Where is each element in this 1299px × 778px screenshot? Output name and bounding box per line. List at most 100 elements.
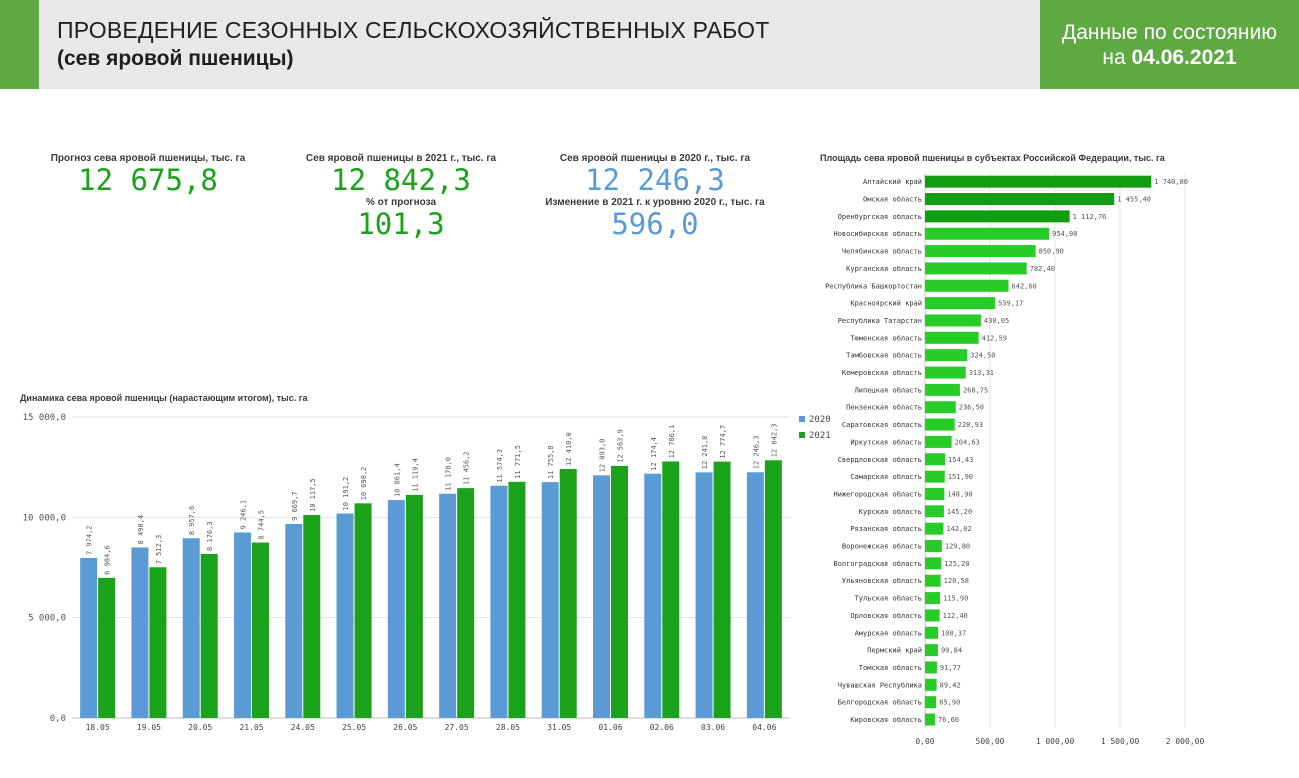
x-tick-label: 25.05 [342,723,366,732]
x-tick-label: 31.05 [547,723,571,732]
bar-2021 [611,465,628,718]
dynamics-chart: 0,0 5 000,0 10 000,0 15 000,0 7 974,2 6 984,6… [23,413,831,732]
x-tick-label: 24.05 [291,723,315,732]
bar-2021 [149,567,167,718]
region-bar [925,175,1152,188]
page-subtitle: (сев яровой пшеницы) [57,47,294,70]
region-label: Липецкая область [855,386,922,394]
date-prefix: на [1102,46,1132,69]
x-tick-label: 2 000,00 [1166,737,1205,746]
data-label-2020: 12 246,3 [752,436,760,470]
region-label: Амурская область [855,629,922,637]
x-tick-label: 1 500,00 [1101,737,1140,746]
region-value-label: 1 112,76 [1073,213,1107,221]
region-bar [925,245,1036,258]
region-label: Тульская область [855,595,922,603]
region-label: Орловская область [850,612,922,620]
data-label-2021: 12 842,3 [770,424,778,458]
y-tick-label: 0,0 [50,714,66,724]
region-label: Республика Башкортостан [825,282,922,290]
region-bar [925,279,1009,292]
region-value-label: 120,58 [944,577,969,585]
page-title: ПРОВЕДЕНИЕ СЕЗОННЫХ СЕЛЬСКОХОЗЯЙСТВЕННЫХ… [57,17,770,43]
bar-2021 [559,468,577,718]
kpi-change-label: Изменение в 2021 г. к уровню 2020 г., ты… [545,197,765,208]
region-label: Омская область [863,196,922,204]
data-label-2021: 6 984,6 [104,545,112,575]
x-tick-label: 21.05 [239,723,263,732]
x-tick-label: 0,00 [915,737,934,746]
bar-2020 [131,547,149,718]
data-label-2020: 12 241,8 [701,436,709,470]
region-bar [925,193,1115,206]
data-label-2020: 7 974,2 [86,525,94,555]
data-label-2020: 11 755,8 [547,445,555,479]
region-label: Красноярский край [850,300,922,308]
y-tick-label: 15 000,0 [23,413,66,423]
kpi-sown-2020: Сев яровой пшеницы в 2020 г., тыс. га 12… [540,153,770,196]
kpi-forecast-label: Прогноз сева яровой пшеницы, тыс. га [50,153,246,164]
region-value-label: 145,20 [947,508,972,516]
region-bar [925,661,937,674]
data-label-2021: 8 176,3 [206,521,214,551]
bar-2020 [439,493,457,718]
bar-2021 [457,488,475,718]
region-value-label: 412,59 [982,334,1007,342]
region-value-label: 1 740,80 [1154,178,1188,186]
region-value-label: 89,42 [940,681,961,689]
region-label: Белгородская область [838,699,922,707]
bar-2020 [746,472,764,718]
region-bar [925,435,952,448]
region-value-label: 430,05 [984,317,1009,325]
region-bar [925,383,960,396]
region-bar [925,314,981,327]
region-value-label: 112,40 [943,612,968,620]
region-bar [925,401,956,414]
bar-2021 [252,542,269,718]
data-label-2021: 7 512,3 [155,535,163,565]
date-label: Данные по состоянию [1061,21,1277,44]
region-label: Иркутская область [850,438,922,446]
x-tick-label: 02.06 [650,723,674,732]
data-label-2021: 11 456,2 [463,451,471,485]
region-bar [925,592,941,605]
region-bar [925,487,945,500]
region-value-label: 313,31 [969,369,994,377]
region-label: Пензенская область [846,404,922,412]
region-label: Тюменская область [850,334,922,342]
region-bar [925,227,1050,240]
bar-2020 [490,485,508,718]
region-bar [925,366,966,379]
region-label: Нижегородская область [833,490,922,498]
regions-chart: 0,00 500,00 1 000,00 1 500,00 2 000,00 Алтайс… [825,173,1205,746]
kpi-forecast-value: 12 675,8 [78,163,218,197]
header-accent-bar [0,0,39,89]
bar-2020 [387,500,405,718]
data-label-2021: 10 698,2 [360,467,368,501]
region-label: Челябинская область [842,248,922,256]
region-bar [925,678,937,691]
data-label-2021: 10 117,5 [309,478,317,512]
region-bar [925,522,944,535]
kpi-sown-2021-value: 12 842,3 [331,163,471,197]
region-bar [925,418,955,431]
region-value-label: 129,80 [945,543,970,551]
legend-label-2021: 2021 [809,431,831,441]
kpi-sown-2020-label: Сев яровой пшеницы в 2020 г., тыс. га [559,153,751,164]
bar-2020 [695,472,713,718]
data-label-2020: 10 191,2 [342,477,350,511]
region-label: Республика Татарстан [838,317,922,325]
data-label-2021: 8 744,5 [258,510,266,540]
region-label: Кемеровская область [842,369,922,377]
region-bar [925,470,945,483]
kpi-change: Изменение в 2021 г. к уровню 2020 г., ты… [540,197,770,240]
data-label-2020: 12 174,4 [650,437,658,471]
region-value-label: 125,20 [944,560,969,568]
legend-swatch-2020 [799,416,805,422]
region-bar [925,453,946,466]
region-value-label: 228,93 [958,421,983,429]
data-label-2020: 12 093,0 [599,439,607,473]
region-value-label: 76,60 [938,716,959,724]
legend-label-2020: 2020 [809,415,831,425]
data-label-2020: 8 498,4 [137,515,145,545]
